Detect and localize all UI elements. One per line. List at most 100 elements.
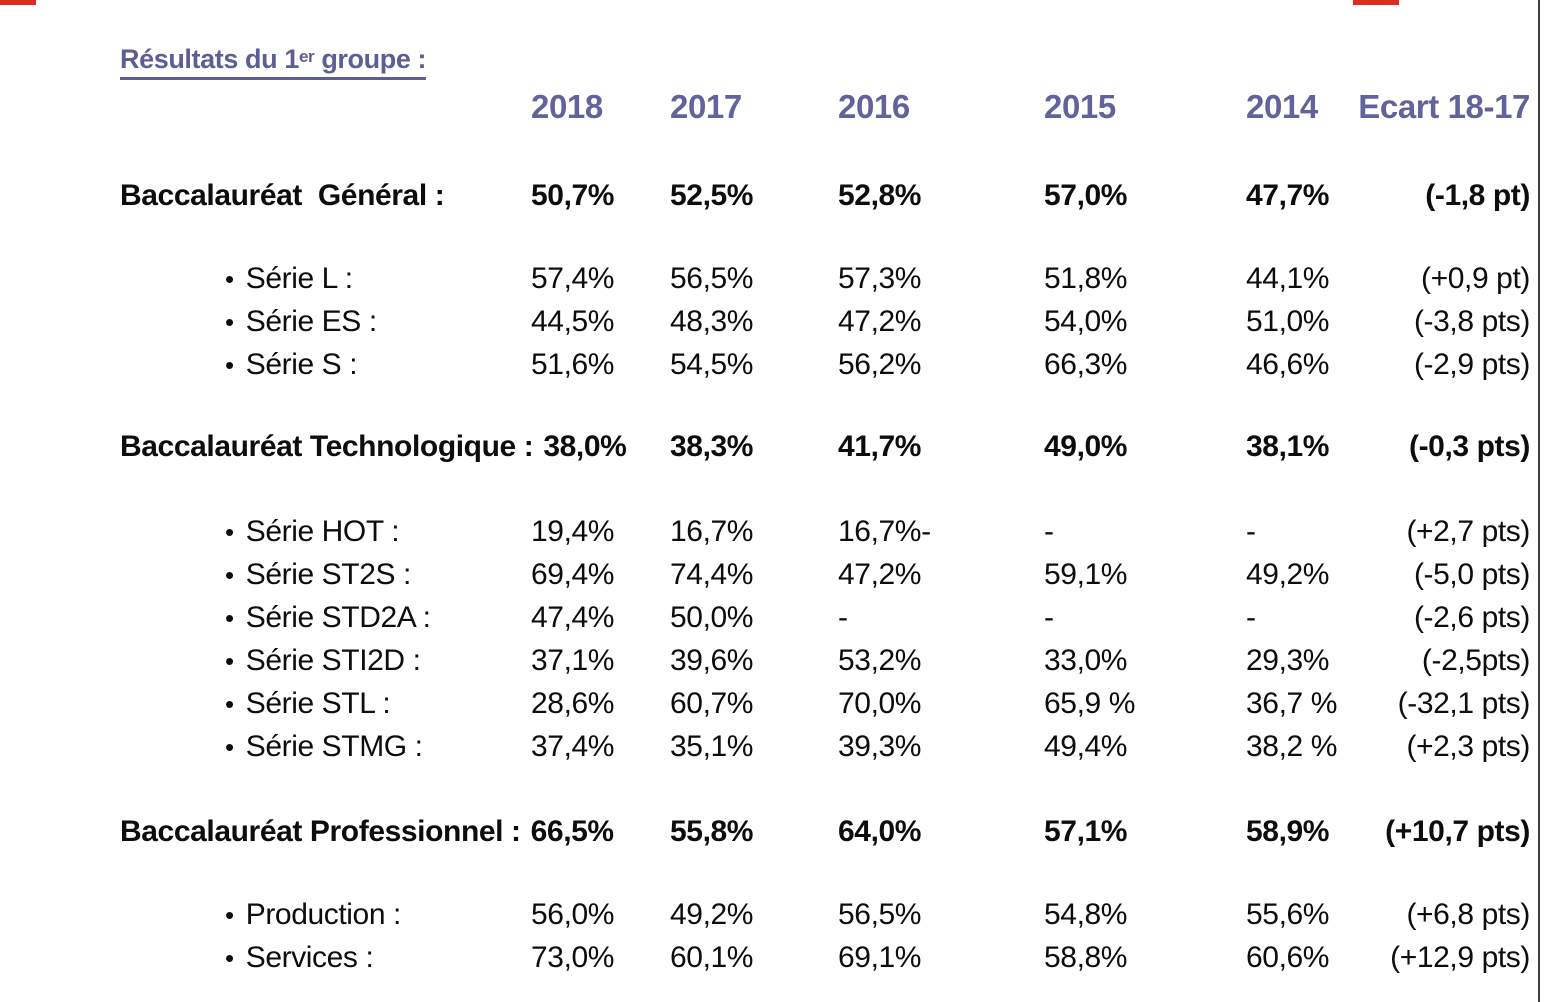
table-row-serie-stmg: • Série STMG : 37,4% 35,1% 39,3% 49,4% 38… [120,725,1546,768]
row-label: • Série ST2S : [120,553,531,597]
value-2017: 60,7% [670,687,754,720]
row-label-text: Série S : [245,348,358,381]
value-2017: 74,4% [670,558,754,591]
bullet-icon: • [225,264,234,294]
row-label: • Série S : [120,343,531,387]
value-2014: 49,2% [1246,558,1330,591]
value-2018: 57,4% [531,262,615,295]
page-border-line [1538,0,1540,1002]
value-ecart: (+0,9 pt) [1421,262,1530,295]
value-ecart: (-2,6 pts) [1413,601,1530,634]
value-2016: - [838,601,848,634]
table-row-services: • Services : 73,0% 60,1% 69,1% 58,8% 60,6… [120,936,1546,979]
value-2016: 64,0% [838,815,922,848]
row-label-text: Série ES : [245,305,377,338]
bullet-icon: • [225,689,234,719]
value-2014: 58,9% [1246,815,1330,848]
header-empty [120,85,531,128]
row-label-text: Série ST2S : [245,558,412,591]
value-2017: 56,5% [670,262,754,295]
row-label: Baccalauréat Professionnel : 66,5% [120,810,670,853]
value-2014: 60,6% [1246,941,1330,974]
value-2014: 46,6% [1246,348,1330,381]
bullet-icon: • [225,943,234,973]
header-2014: 2014 [1246,88,1318,125]
red-edge-mark-right [1353,0,1399,5]
value-2018: 44,5% [531,305,615,338]
page-title: Résultats du 1er groupe : [120,40,427,80]
value-ecart: (-3,8 pts) [1413,305,1530,338]
row-label-text: Série L : [245,262,353,295]
value-2015: 66,3% [1044,348,1128,381]
row-label: • Services : [120,936,531,980]
value-2017: 50,0% [670,601,754,634]
value-2017: 16,7% [670,515,754,548]
table-row-serie-st2s: • Série ST2S : 69,4% 74,4% 47,2% 59,1% 49… [120,553,1546,596]
value-2016: 47,2% [838,558,922,591]
value-2018: 38,0% [543,430,627,463]
table-row-serie-es: • Série ES : 44,5% 48,3% 47,2% 54,0% 51,0… [120,300,1546,343]
value-ecart: (+6,8 pts) [1406,898,1530,931]
value-2018: 56,0% [531,898,615,931]
row-label: • Série STL : [120,682,531,726]
value-2014: 36,7 % [1246,687,1337,720]
value-2014: 38,1% [1246,430,1330,463]
value-2014: 47,7% [1246,179,1330,212]
value-2015: 51,8% [1044,262,1128,295]
header-2018: 2018 [531,88,603,125]
value-2016: 47,2% [838,305,922,338]
value-2016: 39,3% [838,730,922,763]
table-row-production: • Production : 56,0% 49,2% 56,5% 54,8% 55… [120,893,1546,936]
red-edge-mark-left [0,0,36,5]
value-2015: 49,4% [1044,730,1128,763]
value-2016: 53,2% [838,644,922,677]
value-ecart: (+2,3 pts) [1406,730,1530,763]
value-2015: 54,8% [1044,898,1128,931]
row-label: Baccalauréat Général : [120,179,445,212]
row-label: • Série L : [120,257,531,301]
value-2018: 69,4% [531,558,615,591]
header-2015: 2015 [1044,88,1116,125]
table-row-serie-sti2d: • Série STI2D : 37,1% 39,6% 53,2% 33,0% 2… [120,639,1546,682]
value-2015: 59,1% [1044,558,1128,591]
header-2016: 2016 [838,88,910,125]
bullet-icon: • [225,517,234,547]
row-label: • Série STI2D : [120,639,531,683]
value-ecart: (-0,3 pts) [1408,430,1530,463]
value-2015: - [1044,515,1054,548]
value-2015: 57,0% [1044,179,1128,212]
bullet-icon: • [225,603,234,633]
value-2016: 56,5% [838,898,922,931]
table-row-serie-s: • Série S : 51,6% 54,5% 56,2% 66,3% 46,6%… [120,343,1546,386]
value-2017: 54,5% [670,348,754,381]
title-text-rest: groupe : [314,44,427,74]
table-row-bac-general: Baccalauréat Général : 50,7% 52,5% 52,8%… [120,174,1546,217]
value-2014: - [1246,601,1256,634]
value-2015: - [1044,601,1054,634]
table-row-serie-hot: • Série HOT : 19,4% 16,7% 16,7%- - - (+2,… [120,510,1546,553]
value-2015: 33,0% [1044,644,1128,677]
value-2017: 48,3% [670,305,754,338]
value-2018: 37,4% [531,730,615,763]
value-2014: 29,3% [1246,644,1330,677]
row-label-text: Série STD2A : [245,601,431,634]
row-label: • Série ES : [120,300,531,344]
value-ecart: (-5,0 pts) [1413,558,1530,591]
value-2015: 65,9 % [1044,687,1135,720]
table-row-bac-technologique: Baccalauréat Technologique :38,0% 38,3% … [120,425,1546,468]
title-text: Résultats du 1 [120,44,299,74]
value-2016: 57,3% [838,262,922,295]
row-label-text: Baccalauréat Technologique : [120,430,534,463]
value-2018: 51,6% [531,348,615,381]
row-label-text: Services : [245,941,374,974]
value-ecart: (-32,1 pts) [1397,687,1531,720]
value-2018: 66,5% [530,815,614,848]
title-superscript: er [298,47,315,66]
value-ecart: (+10,7 pts) [1385,815,1530,848]
value-2018: 19,4% [531,515,615,548]
row-label-text: Série STMG : [245,730,423,763]
value-2014: 51,0% [1246,305,1330,338]
value-2017: 60,1% [670,941,754,974]
value-2017: 52,5% [670,179,754,212]
bullet-icon: • [225,732,234,762]
